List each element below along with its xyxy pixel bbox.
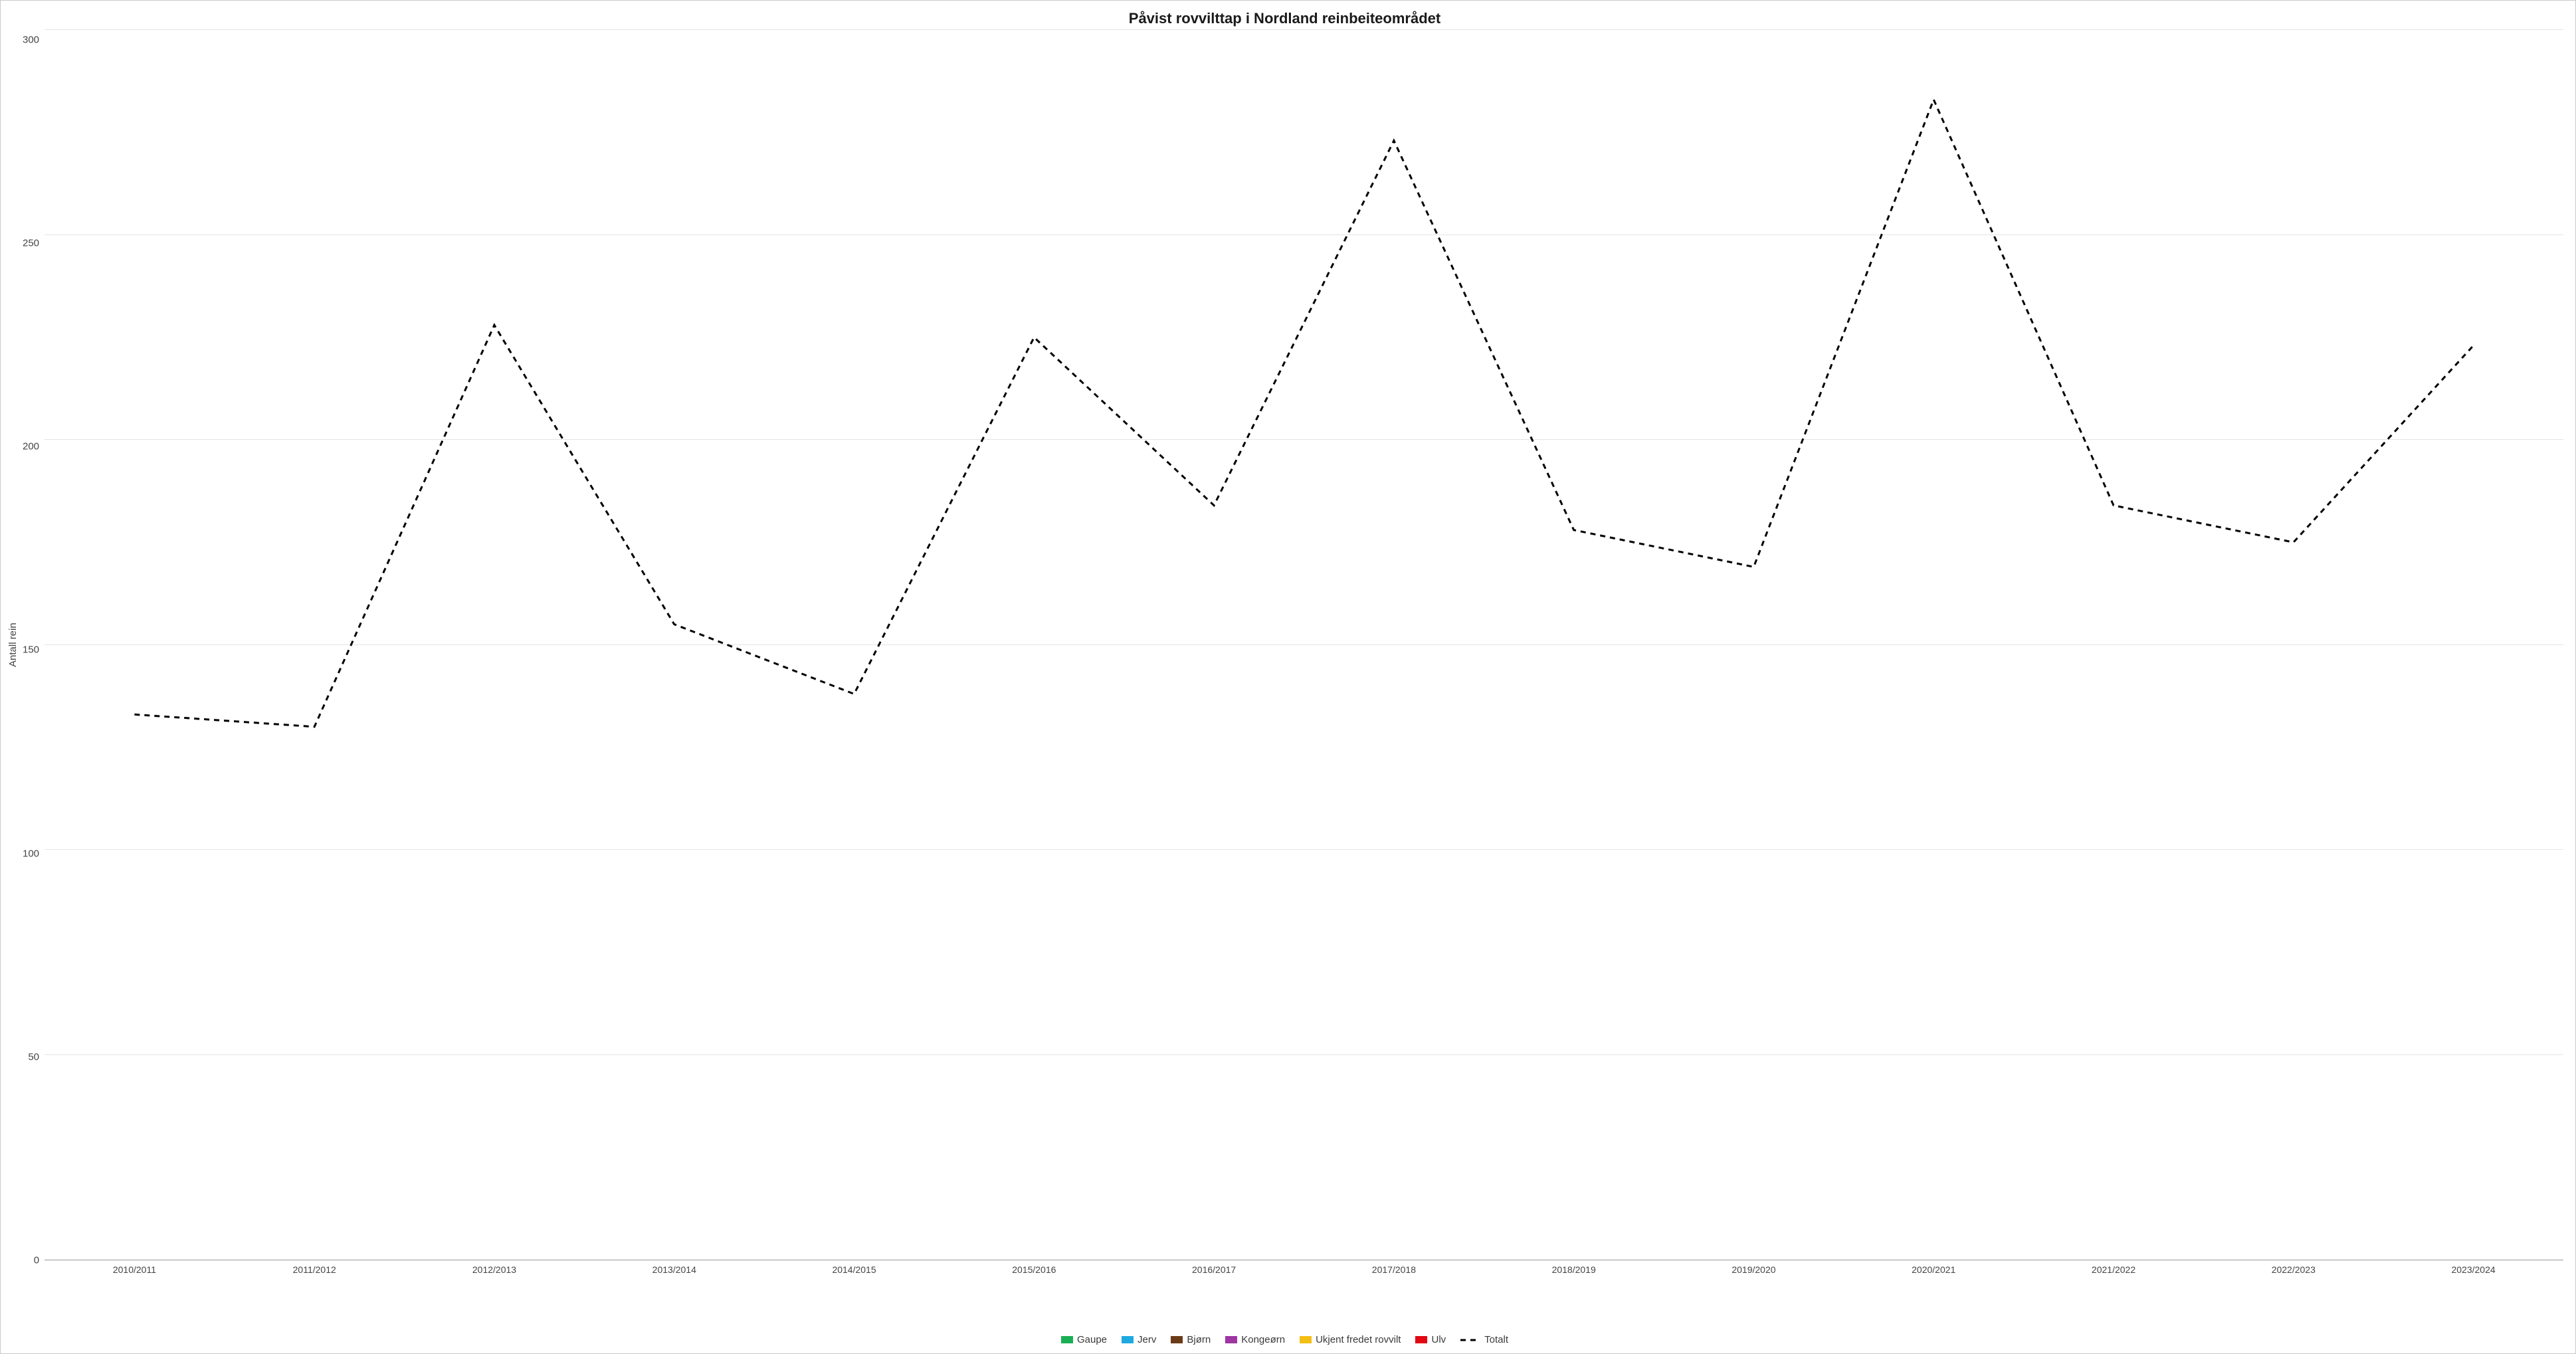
legend: Gaupe Jerv Bjørn Kongeørn Ukjent fredet rovv… xyxy=(6,1330,2563,1351)
legend-swatch xyxy=(1061,1336,1073,1343)
x-tick-label: 2016/2017 xyxy=(1124,1264,1304,1327)
legend-label: Gaupe xyxy=(1077,1334,1107,1345)
x-tick-label: 2021/2022 xyxy=(2024,1264,2204,1327)
legend-swatch xyxy=(1225,1336,1237,1343)
chart-container: Påvist rovvilttap i Nordland reinbeiteom… xyxy=(0,0,2576,1354)
y-tick: 50 xyxy=(23,1052,39,1062)
y-tick: 0 xyxy=(23,1255,39,1265)
bar-group xyxy=(296,30,548,1260)
x-axis-labels: 2010/20112011/20122012/20132013/20142014… xyxy=(45,1264,2563,1327)
legend-swatch xyxy=(1300,1336,1312,1343)
x-axis-row: Antall rein 300250200150100500 2010/2011… xyxy=(6,1260,2563,1330)
x-tick-label: 2015/2016 xyxy=(944,1264,1124,1327)
bar-group xyxy=(2312,30,2563,1260)
x-tick-label: 2011/2012 xyxy=(225,1264,405,1327)
bar-group xyxy=(800,30,1052,1260)
x-tick-label: 2017/2018 xyxy=(1304,1264,1484,1327)
x-tick-label: 2022/2023 xyxy=(2203,1264,2383,1327)
x-tick-label: 2023/2024 xyxy=(2383,1264,2563,1327)
x-tick-label: 2014/2015 xyxy=(764,1264,944,1327)
legend-label: Totalt xyxy=(1484,1334,1508,1345)
legend-item: Kongeørn xyxy=(1225,1334,1285,1345)
x-tick-label: 2013/2014 xyxy=(584,1264,764,1327)
bar-group xyxy=(548,30,800,1260)
bar-group xyxy=(1556,30,1808,1260)
x-tick-label: 2012/2013 xyxy=(405,1264,585,1327)
bar-group xyxy=(1808,30,2060,1260)
x-tick-label: 2018/2019 xyxy=(1484,1264,1664,1327)
y-tick: 300 xyxy=(23,35,39,45)
legend-label: Ukjent fredet rovvilt xyxy=(1316,1334,1401,1345)
bar-group xyxy=(1052,30,1304,1260)
legend-label: Bjørn xyxy=(1187,1334,1211,1345)
y-tick: 150 xyxy=(23,645,39,655)
legend-label: Jerv xyxy=(1138,1334,1156,1345)
legend-item: Ukjent fredet rovvilt xyxy=(1300,1334,1401,1345)
bar-group xyxy=(1304,30,1556,1260)
x-tick-label: 2019/2020 xyxy=(1664,1264,1844,1327)
legend-swatch xyxy=(1415,1336,1427,1343)
chart-title: Påvist rovvilttap i Nordland reinbeiteom… xyxy=(6,10,2563,27)
legend-item: Totalt xyxy=(1460,1334,1508,1345)
legend-label: Ulv xyxy=(1431,1334,1446,1345)
y-tick: 250 xyxy=(23,239,39,248)
plot-row: Antall rein 300250200150100500 xyxy=(6,30,2563,1260)
legend-item: Jerv xyxy=(1122,1334,1156,1345)
legend-line-swatch xyxy=(1460,1335,1480,1345)
legend-item: Ulv xyxy=(1415,1334,1446,1345)
legend-swatch xyxy=(1122,1336,1134,1343)
legend-item: Gaupe xyxy=(1061,1334,1107,1345)
legend-item: Bjørn xyxy=(1171,1334,1211,1345)
legend-label: Kongeørn xyxy=(1241,1334,1285,1345)
y-axis-ticks: 300250200150100500 xyxy=(23,30,45,1260)
x-tick-label: 2010/2011 xyxy=(45,1264,225,1327)
plot-area xyxy=(45,30,2563,1260)
bar-groups xyxy=(45,30,2563,1260)
y-tick: 200 xyxy=(23,442,39,452)
x-tick-label: 2020/2021 xyxy=(1844,1264,2024,1327)
bar-group xyxy=(45,30,296,1260)
y-axis-label: Antall rein xyxy=(6,30,23,1260)
legend-swatch xyxy=(1171,1336,1183,1343)
bar-group xyxy=(2563,30,2576,1260)
bar-group xyxy=(2060,30,2312,1260)
y-tick: 100 xyxy=(23,848,39,858)
